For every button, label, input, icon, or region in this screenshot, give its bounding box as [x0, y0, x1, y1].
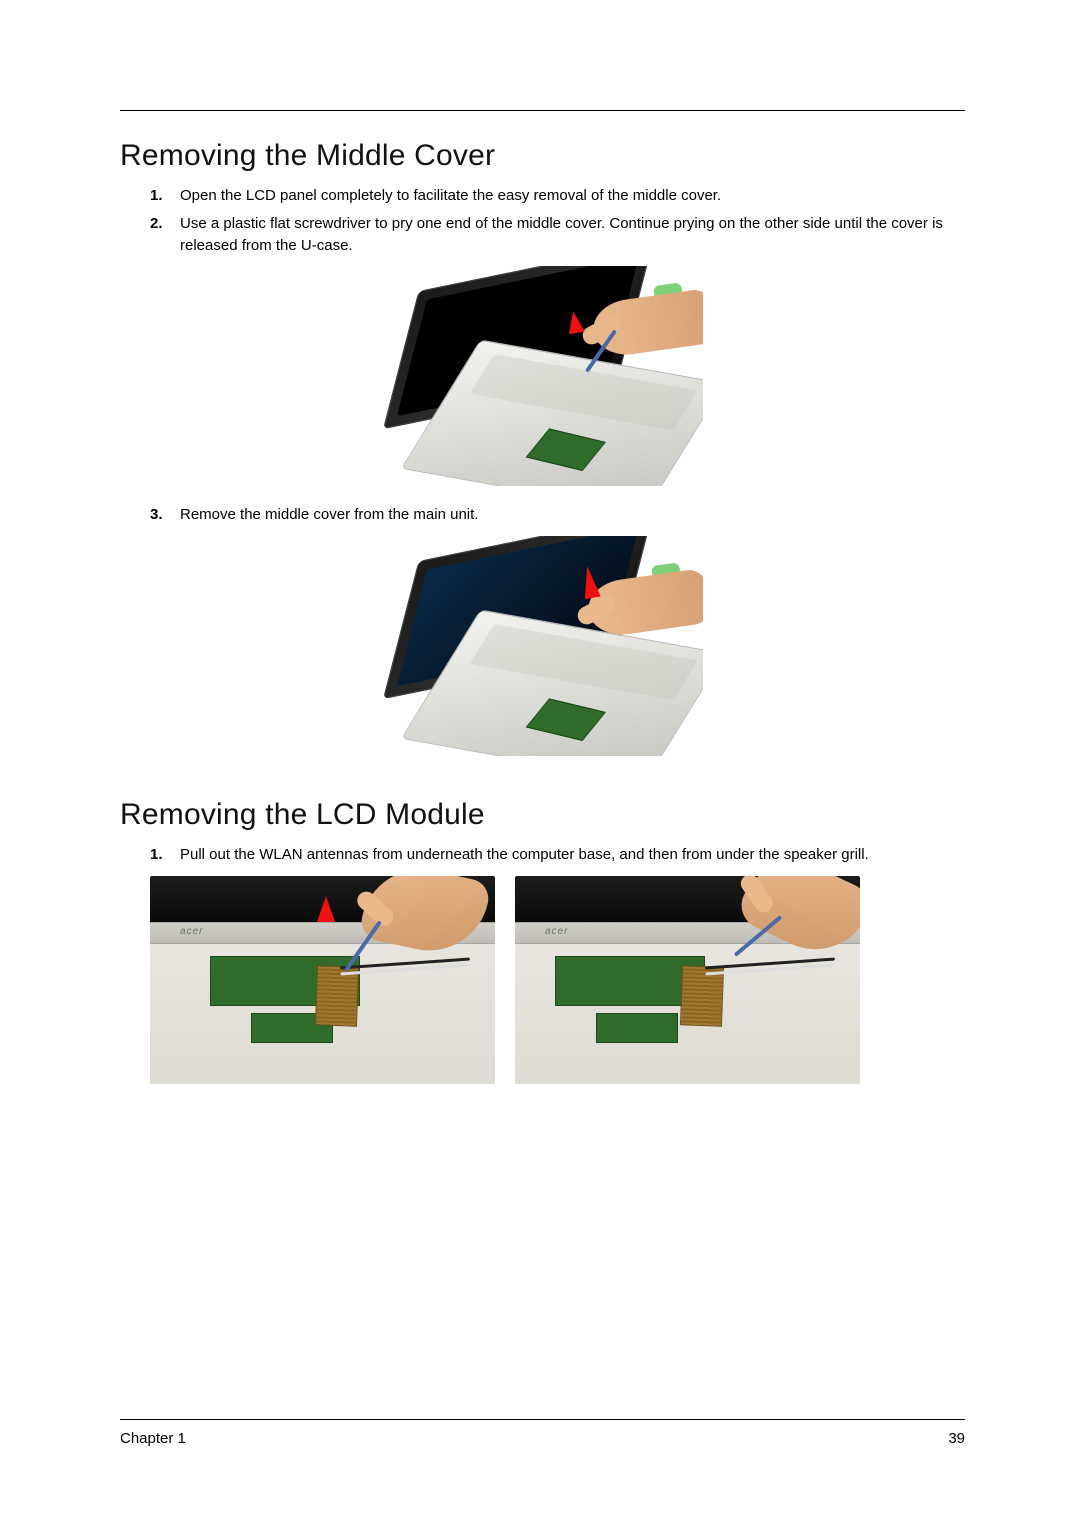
step-number: 1. [150, 844, 180, 866]
direction-arrow-icon [565, 310, 585, 334]
step-number: 1. [150, 185, 180, 207]
section2-steps: 1. Pull out the WLAN antennas from under… [150, 844, 965, 866]
section1-step-3: 3. Remove the middle cover from the main… [150, 504, 965, 526]
antenna-wires-icon [705, 957, 835, 969]
page-footer: Chapter 1 39 [120, 1419, 965, 1447]
fig-middle-cover-remove [383, 536, 703, 756]
step-text: Open the LCD panel completely to facilit… [180, 185, 965, 207]
section1-title: Removing the Middle Cover [120, 139, 965, 173]
figure-row-1 [120, 266, 965, 486]
fig-wlan-antenna-a: acer [150, 876, 495, 1084]
page: Removing the Middle Cover 1. Open the LC… [0, 0, 1080, 1527]
bottom-horizontal-rule [120, 1419, 965, 1420]
section-gap [120, 774, 965, 798]
footer-line: Chapter 1 39 [120, 1430, 965, 1447]
step-text: Use a plastic flat screwdriver to pry on… [180, 213, 965, 257]
step-text: Remove the middle cover from the main un… [180, 504, 965, 526]
figure-row-3: acer acer [150, 876, 965, 1084]
figure-row-2 [120, 536, 965, 756]
section1-steps-cont: 3. Remove the middle cover from the main… [150, 504, 965, 526]
section1-steps: 1. Open the LCD panel completely to faci… [150, 185, 965, 256]
hand-icon [358, 876, 492, 962]
acer-logo-icon: acer [545, 926, 568, 937]
section1-step-1: 1. Open the LCD panel completely to faci… [150, 185, 965, 207]
top-horizontal-rule [120, 110, 965, 111]
footer-chapter: Chapter 1 [120, 1430, 186, 1447]
pcb-icon [525, 429, 605, 472]
pcb-icon [525, 698, 605, 741]
fig-wlan-antenna-b: acer [515, 876, 860, 1084]
section2-step-1: 1. Pull out the WLAN antennas from under… [150, 844, 965, 866]
fig-middle-cover-pry [383, 266, 703, 486]
acer-logo-icon: acer [180, 926, 203, 937]
step-number: 3. [150, 504, 180, 526]
step-text: Pull out the WLAN antennas from undernea… [180, 844, 965, 866]
hand-icon [734, 876, 860, 968]
section1-step-2: 2. Use a plastic flat screwdriver to pry… [150, 213, 965, 257]
direction-arrow-icon [317, 896, 335, 922]
step-number: 2. [150, 213, 180, 257]
footer-page-number: 39 [948, 1430, 965, 1447]
section2-title: Removing the LCD Module [120, 798, 965, 832]
